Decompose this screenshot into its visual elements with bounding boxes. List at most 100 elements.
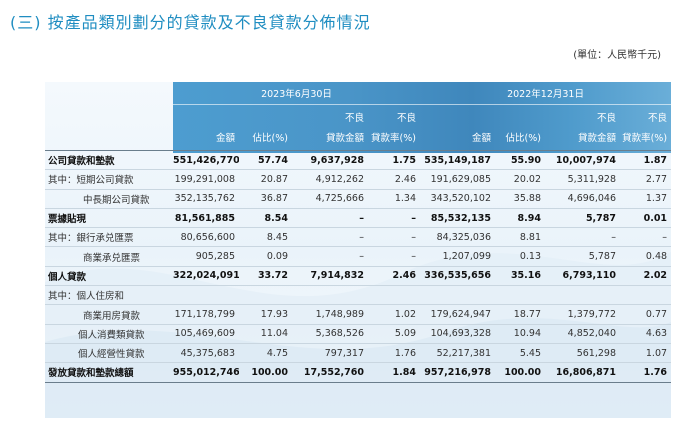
table-cell: 8.94 — [495, 208, 545, 229]
table-cell: 957,216,978 — [420, 362, 495, 383]
table-cell: 20.02 — [495, 169, 545, 190]
table-cell: 0.09 — [239, 246, 292, 267]
table-body: 公司貸款和墊款 551,426,770 57.74 9,637,928 1.75 535,… — [45, 149, 671, 383]
table-cell — [495, 285, 545, 306]
table-cell: 4,696,046 — [545, 189, 620, 209]
table-cell: 561,298 — [545, 343, 620, 364]
table-row: 商業承兑匯票 905,285 0.09– –1,207,099 0.13 5,787 0.4… — [45, 246, 671, 267]
row-label: 發放貸款和墊款總額 — [45, 362, 173, 383]
table-cell: 2.46 — [368, 169, 420, 190]
table-cell: 1.07 — [620, 343, 671, 364]
header-nonperforming-rate-2023: 不良 — [396, 113, 416, 124]
table-cell: 4.75 — [239, 343, 292, 364]
table-cell: – — [292, 246, 368, 267]
table-cell: 16,806,871 — [545, 362, 620, 383]
table-row: 公司貸款和墊款 551,426,770 57.74 9,637,928 1.75 535,… — [45, 149, 671, 171]
table-cell: – — [368, 208, 420, 229]
table-cell: 35.16 — [495, 266, 545, 287]
table-cell: 2.77 — [620, 169, 671, 190]
table-cell: 1.75 — [368, 149, 420, 171]
table-cell: – — [368, 227, 420, 248]
table-cell: 35.88 — [495, 189, 545, 209]
col-amount: 金額 — [215, 133, 235, 144]
header-column-row: 金額 佔比(%) 貸款金額 貸款率(%) 金額 佔比(%) 貸款金額 貸款率(%… — [45, 124, 671, 151]
table-cell: 100.00 — [239, 362, 292, 383]
table-cell: 1.02 — [368, 304, 420, 325]
table-cell: 5,311,928 — [545, 169, 620, 190]
table-cell: 10,007,974 — [545, 149, 620, 171]
table-cell: 105,469,609 — [173, 324, 239, 344]
header-period-row: 2023年6月30日 2022年12月31日 — [45, 82, 671, 105]
header-empty — [45, 82, 173, 105]
table-cell: 45,375,683 — [173, 343, 239, 364]
table-row: 商業用房貸款 171,178,799 17.93 1,748,989 1.02 179,6… — [45, 304, 671, 325]
row-label: 公司貸款和墊款 — [45, 149, 173, 171]
table-cell: 179,624,947 — [420, 304, 495, 325]
table-cell: 85,532,135 — [420, 208, 495, 229]
table-cell: 5,368,526 — [292, 324, 368, 344]
table-cell — [368, 285, 420, 306]
table-cell: 4,725,666 — [292, 189, 368, 209]
table-cell: 100.00 — [495, 362, 545, 383]
table-cell: 0.48 — [620, 246, 671, 267]
table-cell: 2.46 — [368, 266, 420, 287]
table-row: 發放貸款和墊款總額 955,012,746 100.00 17,552,760 1.84… — [45, 362, 671, 383]
table-cell — [420, 285, 495, 306]
table-cell: 7,914,832 — [292, 266, 368, 287]
table-cell: 199,291,008 — [173, 169, 239, 190]
table-cell: 551,426,770 — [173, 149, 239, 171]
row-label: 其中：短期公司貸款 — [45, 169, 173, 190]
table-cell: 81,561,885 — [173, 208, 239, 229]
row-label: 個人貸款 — [45, 266, 173, 287]
table-cell: 9,637,928 — [292, 149, 368, 171]
table-cell: 535,149,187 — [420, 149, 495, 171]
header-nonperforming-rate-2022: 不良 — [648, 113, 668, 124]
table-cell: 352,135,762 — [173, 189, 239, 209]
table-row: 其中：個人住房和 — [45, 285, 671, 306]
header-top-label-row: 不良 不良 不良 不良 — [45, 105, 671, 124]
table-cell: 0.13 — [495, 246, 545, 267]
table-cell: 171,178,799 — [173, 304, 239, 325]
col-npl-rate: 貸款率(%) — [622, 133, 668, 144]
table-cell: 797,317 — [292, 343, 368, 364]
table-cell: 343,520,102 — [420, 189, 495, 209]
table-cell: 0.01 — [620, 208, 671, 229]
table-cell: 36.87 — [239, 189, 292, 209]
row-label: 商業承兑匯票 — [45, 246, 173, 267]
header-nonperforming-2023: 不良 — [344, 113, 364, 124]
col-npl-rate: 貸款率(%) — [371, 133, 416, 144]
table-cell: 104,693,328 — [420, 324, 495, 344]
period-2023: 2023年6月30日 — [173, 82, 420, 105]
table-row: 其中：銀行承兑匯票 80,656,600 8.45– –84,325,036 8.81–… — [45, 227, 671, 248]
table-cell: – — [545, 227, 620, 248]
table-cell — [239, 285, 292, 306]
row-label: 個人消費類貸款 — [45, 324, 173, 344]
table-cell: 1.84 — [368, 362, 420, 383]
table-row: 票據貼現 81,561,885 8.54– –85,532,135 8.94 5,787 0… — [45, 208, 671, 229]
table-cell: 4.63 — [620, 324, 671, 344]
table-cell: 52,217,381 — [420, 343, 495, 364]
table-cell: 1,748,989 — [292, 304, 368, 325]
col-share: 佔比(%) — [252, 133, 288, 144]
table-cell: 1,379,772 — [545, 304, 620, 325]
table-cell: 80,656,600 — [173, 227, 239, 248]
table-cell: – — [292, 227, 368, 248]
table-cell: – — [368, 246, 420, 267]
table-cell — [292, 285, 368, 306]
table-cell: 0.77 — [620, 304, 671, 325]
table-cell: 336,535,656 — [420, 266, 495, 287]
unit-note: (單位：人民幣千元) — [573, 50, 661, 61]
col-npl-amount: 貸款金額 — [325, 133, 364, 144]
section-title: (三) 按產品類別劃分的貸款及不良貸款分佈情況 — [10, 13, 371, 32]
table-cell: 5,787 — [545, 208, 620, 229]
table-cell: 10.94 — [495, 324, 545, 344]
table-cell: 5.45 — [495, 343, 545, 364]
table-cell: 20.87 — [239, 169, 292, 190]
table-cell: 1.76 — [620, 362, 671, 383]
table-cell: 8.45 — [239, 227, 292, 248]
table-cell — [545, 285, 620, 306]
table-cell: 6,793,110 — [545, 266, 620, 287]
row-label: 票據貼現 — [45, 208, 173, 229]
table-cell: 2.02 — [620, 266, 671, 287]
col-amount: 金額 — [471, 133, 491, 144]
